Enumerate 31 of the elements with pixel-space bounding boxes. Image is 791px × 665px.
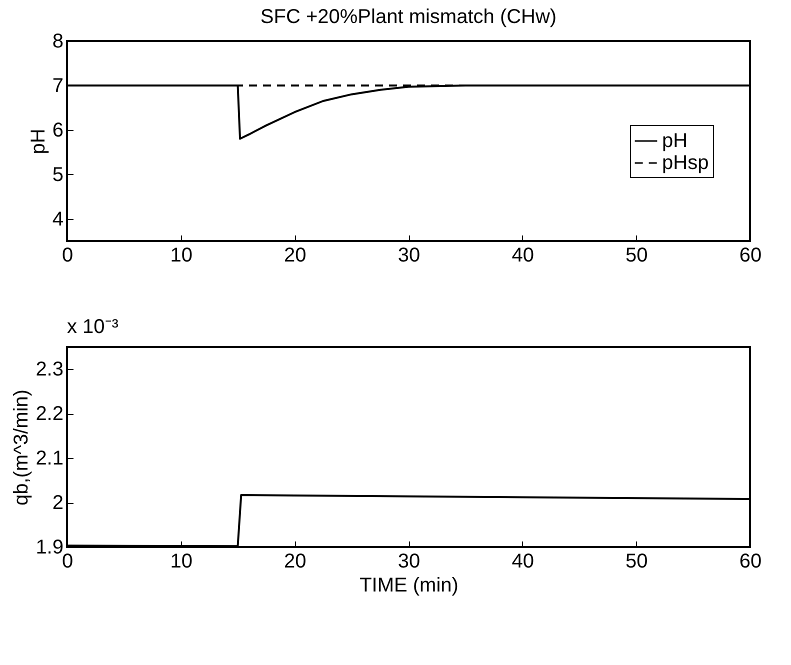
y-tick-label: 2 xyxy=(52,492,64,514)
y-tick-label: 2.1 xyxy=(36,448,64,470)
chart-title: SFC +20%Plant mismatch (CHw) xyxy=(260,6,557,28)
y-tick-label: 2.2 xyxy=(36,403,64,426)
x-axis-title: TIME (min) xyxy=(360,574,458,596)
legend-label: pHsp xyxy=(662,152,709,174)
x-tick-label: 30 xyxy=(398,244,420,266)
y-tick-label: 6 xyxy=(52,119,64,142)
y-tick-label: 1.9 xyxy=(36,536,64,558)
x-tick-label: 10 xyxy=(170,550,192,572)
y-tick-label: 2.3 xyxy=(36,358,64,381)
y-tick-label: 5 xyxy=(52,164,64,186)
legend-label: pH xyxy=(662,130,688,152)
x-tick-label: 30 xyxy=(398,550,420,572)
x-tick-label: 60 xyxy=(739,244,762,266)
x-tick-label: 60 xyxy=(739,550,762,572)
x-tick-label: 0 xyxy=(62,244,74,266)
x-tick-label: 20 xyxy=(284,550,306,572)
y-tick-label: 8 xyxy=(52,30,64,52)
y-axis-title: pH xyxy=(27,128,50,154)
y-tick-label: 7 xyxy=(52,74,64,97)
x-tick-label: 10 xyxy=(170,244,192,266)
x-tick-label: 50 xyxy=(626,550,648,572)
text: x 10⁻³ xyxy=(67,316,119,338)
x-tick-label: 0 xyxy=(62,550,74,572)
y-tick-label: 4 xyxy=(52,208,64,230)
x-tick-label: 40 xyxy=(512,550,534,572)
x-tick-label: 20 xyxy=(284,244,306,266)
x-tick-label: 40 xyxy=(512,244,534,266)
y-axis-title: qb,(m^3/min) xyxy=(10,389,33,506)
x-tick-label: 50 xyxy=(626,244,648,266)
